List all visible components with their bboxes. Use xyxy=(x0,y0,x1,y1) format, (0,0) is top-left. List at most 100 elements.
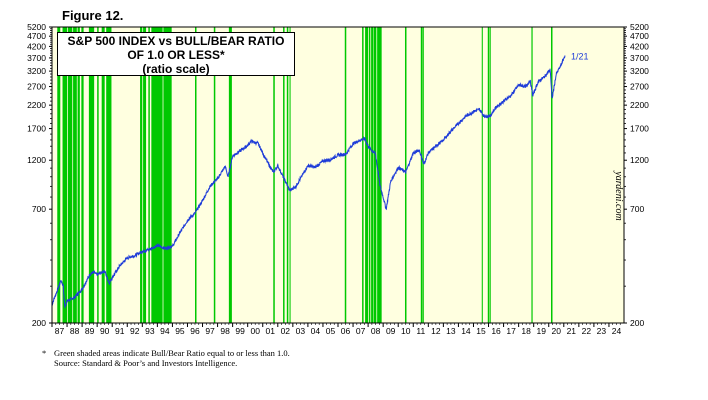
figure-label: Figure 12. xyxy=(62,8,124,23)
shaded-period-22 xyxy=(344,27,347,323)
x-tick-label: 10 xyxy=(401,326,411,336)
x-tick-label: 96 xyxy=(190,326,200,336)
shaded-period-26 xyxy=(371,27,374,323)
y-tick-label-right: 3200 xyxy=(630,66,649,76)
y-tick-label-right: 2700 xyxy=(630,82,649,92)
x-tick-label: 20 xyxy=(552,326,562,336)
x-tick-label: 18 xyxy=(521,326,531,336)
shaded-period-21 xyxy=(289,27,291,323)
chart-title-line-3: (ratio scale) xyxy=(142,62,210,76)
shaded-period-33 xyxy=(487,27,490,323)
series-line xyxy=(51,55,566,309)
shaded-period-32 xyxy=(481,27,483,323)
y-tick-label-left: 2200 xyxy=(27,100,46,110)
x-tick-label: 15 xyxy=(476,326,486,336)
footnote: * Green shaded areas indicate Bull/Bear R… xyxy=(42,348,290,368)
x-tick-label: 11 xyxy=(416,326,425,336)
shaded-period-12 xyxy=(148,27,150,323)
watermark: yardeni.com xyxy=(613,170,624,220)
x-tick-label: 13 xyxy=(446,326,456,336)
x-tick-label: 97 xyxy=(205,326,215,336)
x-tick-label: 22 xyxy=(582,326,592,336)
x-tick-label: 87 xyxy=(55,326,65,336)
footnote-line-2: Source: Standard & Poor’s and Investors … xyxy=(54,358,238,368)
shaded-period-25 xyxy=(368,27,371,323)
y-tick-label-left: 700 xyxy=(32,204,46,214)
shaded-period-4 xyxy=(77,27,80,323)
plot-background xyxy=(52,27,624,323)
chart-title-box: S&P 500 INDEX vs BULL/BEAR RATIO OF 1.0 … xyxy=(57,32,295,76)
shaded-period-15 xyxy=(195,27,197,323)
shaded-period-19 xyxy=(283,27,285,323)
x-tick-label: 00 xyxy=(250,326,260,336)
x-tick-label: 93 xyxy=(145,326,155,336)
shaded-period-18 xyxy=(273,27,275,323)
y-tick-label-right: 5200 xyxy=(630,22,649,32)
y-tick-label-right: 3700 xyxy=(630,53,649,63)
x-tick-label: 09 xyxy=(386,326,396,336)
shaded-period-11 xyxy=(143,27,147,323)
shaded-period-24 xyxy=(365,27,369,323)
shaded-period-20 xyxy=(286,27,289,323)
shaded-period-8 xyxy=(101,27,105,323)
x-tick-label: 08 xyxy=(371,326,381,336)
y-tick-label-left: 3700 xyxy=(27,53,46,63)
x-tick-label: 99 xyxy=(235,326,245,336)
shaded-periods xyxy=(57,27,553,323)
x-tick-label: 91 xyxy=(115,326,125,336)
y-tick-label-left: 200 xyxy=(32,318,46,328)
y-tick-label-left: 2700 xyxy=(27,82,46,92)
shaded-period-13 xyxy=(151,27,163,323)
y-tick-label-right: 4200 xyxy=(630,41,649,51)
y-tick-label-right: 700 xyxy=(630,204,644,214)
x-tick-label: 14 xyxy=(461,326,471,336)
y-tick-label-right: 1200 xyxy=(630,155,649,165)
shaded-period-16 xyxy=(213,27,216,323)
series-line-group xyxy=(51,55,566,309)
y-tick-label-right: 4700 xyxy=(630,31,649,41)
x-tick-label: 98 xyxy=(220,326,230,336)
x-tick-label: 90 xyxy=(100,326,110,336)
shaded-period-35 xyxy=(531,27,533,323)
x-tick-label: 16 xyxy=(491,326,501,336)
x-tick-label: 24 xyxy=(612,326,622,336)
x-tick-label: 89 xyxy=(85,326,95,336)
x-tick-label: 07 xyxy=(356,326,366,336)
x-tick-label: 95 xyxy=(175,326,185,336)
shaded-period-7 xyxy=(97,27,99,323)
x-tick-label: 23 xyxy=(597,326,607,336)
y-tick-label-left: 1200 xyxy=(27,155,46,165)
shaded-period-1 xyxy=(62,27,68,323)
y-tick-label-left: 3200 xyxy=(27,66,46,76)
shaded-period-17 xyxy=(228,27,232,323)
shaded-period-2 xyxy=(67,27,73,323)
x-tick-label: 17 xyxy=(506,326,516,336)
y-tick-label-right: 2200 xyxy=(630,100,649,110)
shaded-period-36 xyxy=(550,27,553,323)
shaded-period-31 xyxy=(422,27,424,323)
shaded-period-6 xyxy=(88,27,95,323)
shaded-period-23 xyxy=(362,27,364,323)
shaded-period-5 xyxy=(81,27,84,323)
chart-title-line-2: OF 1.0 OR LESS* xyxy=(127,48,225,62)
end-annotation: 1/21 xyxy=(571,51,589,61)
shaded-period-3 xyxy=(73,27,77,323)
x-tick-label: 19 xyxy=(536,326,546,336)
footnote-marker: * xyxy=(42,348,47,358)
shaded-period-29 xyxy=(404,27,407,323)
x-tick-label: 21 xyxy=(567,326,577,336)
shaded-period-30 xyxy=(420,27,423,323)
footnote-line-1: Green shaded areas indicate Bull/Bear Ra… xyxy=(54,348,290,358)
shaded-period-10 xyxy=(140,27,143,323)
chart-title-line-1: S&P 500 INDEX vs BULL/BEAR RATIO xyxy=(67,34,285,48)
x-tick-label: 05 xyxy=(326,326,336,336)
shaded-period-0 xyxy=(57,27,61,323)
y-tick-label-left: 1700 xyxy=(27,124,46,134)
x-tick-label: 04 xyxy=(311,326,321,336)
x-tick-label: 06 xyxy=(341,326,351,336)
shaded-period-9 xyxy=(106,27,112,323)
y-tick-label-right: 200 xyxy=(630,318,644,328)
x-tick-label: 03 xyxy=(296,326,306,336)
